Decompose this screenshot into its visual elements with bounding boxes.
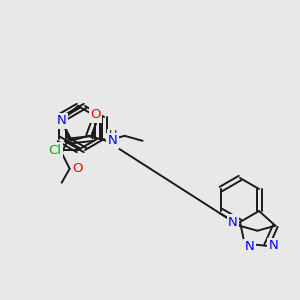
Text: N: N: [245, 240, 254, 253]
Text: N: N: [108, 134, 117, 147]
Text: N: N: [57, 114, 67, 127]
Text: O: O: [73, 162, 83, 175]
Text: O: O: [90, 108, 101, 121]
Text: N: N: [228, 215, 238, 229]
Text: H: H: [108, 130, 117, 140]
Text: Cl: Cl: [49, 143, 62, 157]
Text: N: N: [268, 239, 278, 252]
